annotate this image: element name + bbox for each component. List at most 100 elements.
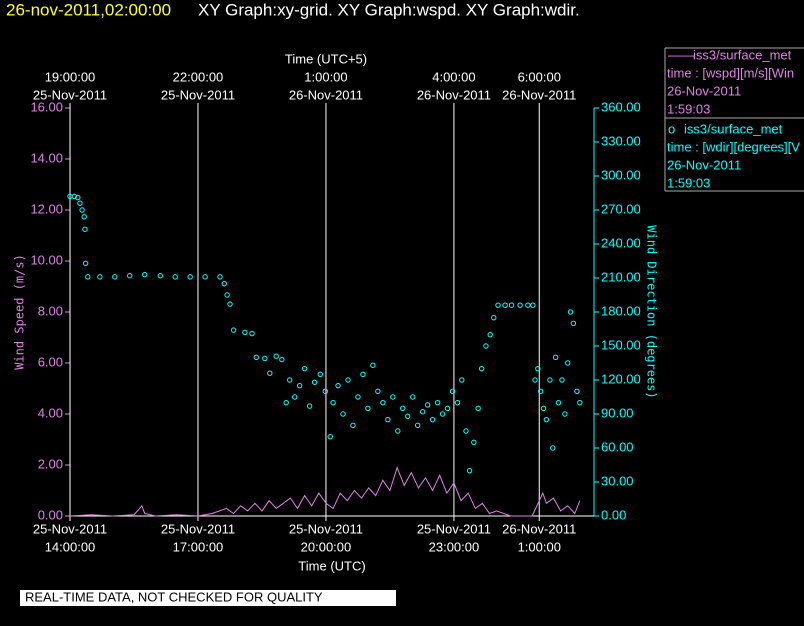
wdir-point [463, 428, 469, 434]
wdir-point [414, 422, 421, 429]
wdir-point [224, 292, 230, 298]
wdir-point [570, 320, 577, 327]
legend-symbol: —— [668, 47, 694, 62]
wdir-point [262, 355, 268, 362]
wdir-point [221, 280, 227, 287]
wdir-point [267, 370, 273, 376]
x2-tick-label: 26-Nov-2011 [502, 87, 576, 102]
x2-tick-label: 6:00:00 [518, 69, 561, 84]
wdir-point [249, 330, 255, 337]
x-tick-label: 25-Nov-2011 [417, 521, 491, 536]
wdir-point [350, 422, 356, 429]
legend-symbol: o [668, 121, 675, 136]
y2-tick-label: 210.00 [601, 269, 641, 284]
wdir-point [567, 309, 574, 315]
x-tick-label: 23:00:00 [429, 539, 480, 554]
wdir-point [564, 360, 571, 366]
wdir-point [97, 274, 103, 280]
wdir-point [475, 405, 481, 412]
wdir-point [487, 331, 493, 338]
x-tick-label: 17:00:00 [173, 539, 224, 554]
wdir-point [242, 329, 248, 336]
legend-time: 1:59:03 [667, 101, 710, 116]
x-tick-label: 25-Nov-2011 [161, 521, 235, 536]
wdir-point [253, 354, 259, 361]
y2-tick-label: 360.00 [601, 99, 641, 114]
wdir-point [535, 365, 541, 372]
x-tick-label: 25-Nov-2011 [289, 521, 363, 536]
x-axis-title: Time (UTC) [298, 558, 365, 573]
wdir-point [81, 214, 87, 220]
wdir-point [577, 399, 583, 406]
wdir-point [434, 399, 441, 406]
wdir-point [491, 314, 497, 321]
y2-tick-label: 60.00 [601, 439, 634, 454]
wdir-point [283, 399, 289, 406]
x2-tick-label: 26-Nov-2011 [289, 87, 363, 102]
x-tick-label: 26-Nov-2011 [502, 521, 576, 536]
wdir-point [355, 394, 361, 400]
y-tick-label: 6.00 [38, 354, 63, 369]
wdir-point [375, 388, 381, 395]
wdir-point [543, 416, 550, 423]
legend-time: 1:59:03 [667, 175, 710, 190]
wdir-point [562, 411, 568, 417]
wdir-point [409, 394, 416, 400]
x2-tick-label: 25-Nov-2011 [161, 87, 235, 102]
x2-axis-title: Time (UTC+5) [285, 51, 367, 66]
timestamp: 26-nov-2011,02:00:00 [6, 0, 171, 19]
wdir-point [327, 433, 333, 440]
wdir-point [439, 411, 446, 417]
wdir-point [502, 302, 508, 308]
wdir-point [555, 399, 562, 406]
graph-list: XY Graph:xy-grid. XY Graph:wspd. XY Grap… [198, 0, 580, 19]
wdir-point [550, 445, 556, 451]
wdir-point [360, 371, 366, 378]
y-tick-label: 2.00 [38, 456, 63, 471]
y-tick-label: 0.00 [38, 507, 63, 522]
wdir-point [172, 274, 178, 280]
wdir-point [202, 274, 208, 280]
wdir-point [530, 302, 536, 308]
wdir-point [419, 409, 426, 415]
legend-date: 26-Nov-2011 [667, 157, 741, 172]
wdir-point [112, 274, 118, 280]
x-tick-label: 25-Nov-2011 [33, 521, 107, 536]
wdir-point [449, 388, 456, 395]
x-tick-label: 14:00:00 [45, 539, 96, 554]
y2-tick-label: 150.00 [601, 337, 641, 352]
wdir-point [454, 399, 461, 406]
wdir-point [483, 343, 489, 349]
wdir-point [517, 302, 523, 308]
y-tick-label: 12.00 [30, 201, 63, 216]
wdir-point [574, 388, 580, 395]
y-tick-label: 4.00 [38, 405, 63, 420]
wdir-point [559, 377, 565, 383]
wdir-point [400, 405, 406, 412]
x2-tick-label: 1:00:00 [304, 69, 347, 84]
wdir-point [127, 273, 133, 279]
wdir-point [82, 260, 89, 266]
y2-tick-label: 30.00 [601, 473, 634, 488]
wdir-point [508, 302, 515, 308]
wdir-point [141, 271, 148, 278]
y2-tick-label: 180.00 [601, 303, 641, 318]
y2-tick-label: 300.00 [601, 167, 641, 182]
legend-date: 26-Nov-2011 [667, 83, 741, 98]
wdir-point [286, 377, 293, 383]
legend-name: iss3/surface_met [684, 121, 783, 136]
wdir-point [85, 274, 91, 280]
wdir-point [552, 354, 559, 361]
x2-tick-label: 4:00:00 [432, 69, 475, 84]
wdir-point [79, 207, 85, 213]
y-tick-label: 8.00 [38, 303, 63, 318]
wdir-point [532, 377, 538, 383]
wdir-point [345, 377, 351, 383]
wdir-point [495, 302, 501, 308]
legend-field: time : [wspd][m/s][Win [667, 65, 794, 80]
x-tick-label: 20:00:00 [301, 539, 352, 554]
x-tick-label: 1:00:00 [518, 539, 561, 554]
wdir-point [335, 382, 341, 389]
